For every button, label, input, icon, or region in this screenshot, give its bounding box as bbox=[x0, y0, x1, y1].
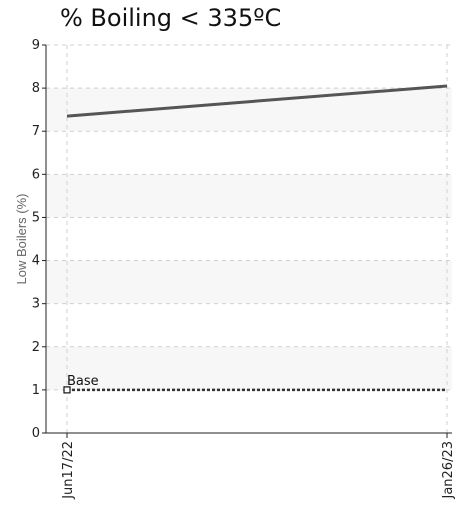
series-low-boilers-line bbox=[66, 84, 448, 118]
y-tick-label: 8 bbox=[32, 81, 40, 96]
x-tick-label: Jun17/22 bbox=[61, 441, 76, 500]
x-tick-label: Jan26/23 bbox=[441, 441, 456, 500]
y-tick-label: 3 bbox=[32, 297, 40, 312]
y-tick-label: 5 bbox=[32, 210, 40, 225]
y-tick-label: 7 bbox=[32, 124, 40, 139]
y-tick-label: 0 bbox=[32, 426, 40, 441]
y-tick-label: 6 bbox=[32, 167, 40, 182]
y-tick-label: 1 bbox=[32, 383, 40, 398]
y-tick-label: 9 bbox=[32, 38, 40, 53]
y-axis-label: Low Boilers (%) bbox=[14, 193, 29, 284]
grid-band bbox=[46, 260, 452, 304]
y-tick-label: 4 bbox=[32, 254, 40, 269]
grid-band bbox=[46, 88, 452, 132]
grid-band bbox=[46, 346, 452, 390]
base-marker bbox=[63, 386, 71, 394]
y-tick-label: 2 bbox=[32, 340, 40, 355]
grid-band bbox=[46, 174, 452, 218]
base-annotation-label: Base bbox=[67, 374, 99, 389]
chart-title: % Boiling < 335ºC bbox=[60, 4, 282, 32]
